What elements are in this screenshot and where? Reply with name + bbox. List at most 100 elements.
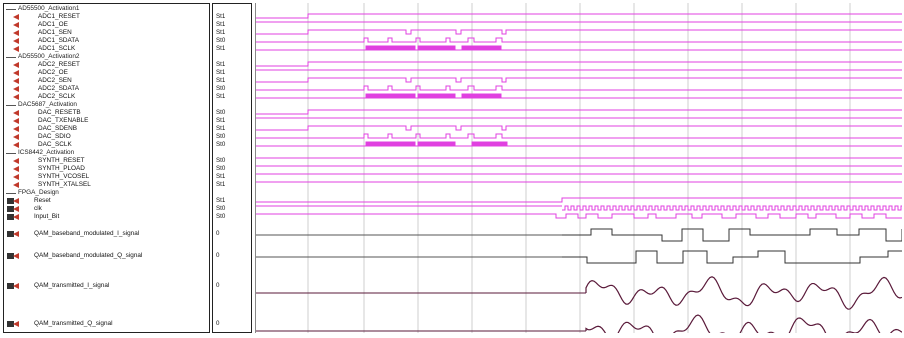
signal-value: St1	[216, 117, 226, 124]
signal-arrow-icon	[13, 198, 19, 204]
signal-arrow-icon	[13, 142, 19, 148]
signal-value: St1	[216, 21, 226, 28]
group-divider	[6, 105, 16, 106]
signal-value: St1	[216, 45, 226, 52]
group-label: AD55500_Activation2	[18, 53, 80, 60]
signal-name: SYNTH_PLOAD	[38, 165, 85, 172]
expand-box-icon	[7, 283, 14, 289]
signal-name: DAC_TXENABLE	[38, 117, 89, 124]
signal-arrow-icon	[13, 126, 19, 132]
signal-arrow-icon	[13, 46, 19, 52]
signal-waveform	[256, 125, 902, 131]
expand-box-icon	[7, 253, 14, 259]
group-label: FPGA_Design	[18, 189, 59, 196]
signal-arrow-icon	[13, 182, 19, 188]
signal-arrow-icon	[13, 174, 19, 180]
signal-arrow-icon	[13, 30, 19, 36]
signal-value: St1	[216, 61, 226, 68]
clock-burst	[417, 93, 456, 99]
signal-waveform	[562, 205, 904, 211]
signal-arrow-icon	[13, 166, 19, 172]
clock-burst	[471, 141, 508, 147]
signal-name: ADC2_RESET	[38, 61, 80, 68]
signal-value: St1	[216, 181, 226, 188]
clock-burst	[461, 45, 502, 51]
signal-waveform	[256, 213, 902, 219]
signal-value: St1	[216, 93, 226, 100]
bus-value: 0	[216, 252, 220, 259]
signal-value: St0	[216, 141, 226, 148]
signal-arrow-icon	[13, 321, 19, 327]
bus-value: 0	[216, 230, 220, 237]
bus-name: QAM_transmitted_Q_signal	[34, 320, 113, 327]
signal-waveform	[256, 85, 902, 91]
signal-arrow-icon	[13, 78, 19, 84]
signal-waveform	[256, 109, 902, 115]
signal-value: St0	[216, 37, 226, 44]
clock-burst	[417, 45, 456, 51]
signal-arrow-icon	[13, 22, 19, 28]
analog-trace	[585, 314, 903, 338]
signal-name: DAC_RESETB	[38, 109, 81, 116]
signal-name: Input_Bit	[34, 213, 60, 220]
signal-name: DAC_SDIO	[38, 133, 71, 140]
group-divider	[6, 57, 16, 58]
signal-value-panel: St1 St1 St1 St0 St1 St1 St1 St1 St0 St1 St0 St1 St1 S…	[212, 3, 252, 333]
group-label: AD55500_Activation1	[18, 5, 80, 12]
group-label: DAC5687_Activation	[18, 101, 77, 108]
signal-arrow-icon	[13, 206, 19, 212]
expand-box-icon	[7, 231, 14, 237]
clock-burst	[461, 93, 502, 99]
waveform-panel	[255, 3, 904, 338]
signal-arrow-icon	[13, 86, 19, 92]
signal-waveform	[256, 13, 902, 19]
group-label: ICS8442_Activation	[18, 149, 75, 156]
signal-name: ADC1_RESET	[38, 13, 80, 20]
signal-value: St1	[216, 125, 226, 132]
signal-arrow-icon	[13, 214, 19, 220]
signal-value: St1	[216, 77, 226, 84]
group-divider	[6, 153, 16, 154]
signal-arrow-icon	[13, 253, 19, 259]
signal-waveform	[256, 29, 902, 35]
clock-burst	[365, 93, 416, 99]
signal-name: ADC2_SDATA	[38, 85, 79, 92]
signal-value: St0	[216, 133, 226, 140]
signal-value: St0	[216, 205, 226, 212]
signal-name: ADC1_SEN	[38, 29, 72, 36]
signal-name: Reset	[34, 197, 51, 204]
signal-value: St0	[216, 213, 226, 220]
bus-name: QAM_baseband_modulated_Q_signal	[34, 252, 143, 259]
signal-waveform	[256, 61, 902, 67]
signal-value: St0	[216, 85, 226, 92]
signal-name: ADC1_SDATA	[38, 37, 79, 44]
signal-arrow-icon	[13, 283, 19, 289]
signal-name: ADC1_SCLK	[38, 45, 76, 52]
signal-value: St1	[216, 197, 226, 204]
signal-value: St1	[216, 29, 226, 36]
signal-name: DAC_SCLK	[38, 141, 72, 148]
group-divider	[6, 193, 16, 194]
signal-arrow-icon	[13, 231, 19, 237]
group-divider	[6, 9, 16, 10]
signal-arrow-icon	[13, 70, 19, 76]
bus-name: QAM_transmitted_I_signal	[34, 282, 110, 289]
signal-name: SYNTH_RESET	[38, 157, 85, 164]
analog-trace	[585, 276, 903, 310]
expand-box-icon	[7, 321, 14, 327]
signal-arrow-icon	[13, 14, 19, 20]
bus-step-trace	[562, 250, 902, 264]
signal-arrow-icon	[13, 110, 19, 116]
signal-value: St0	[216, 157, 226, 164]
signal-waveform	[256, 77, 902, 83]
signal-waveform	[256, 37, 902, 43]
signal-name: ADC1_OE	[38, 21, 68, 28]
signal-name: ADC2_SEN	[38, 77, 72, 84]
signal-name: SYNTH_VCOSEL	[38, 173, 90, 180]
signal-value: St1	[216, 13, 226, 20]
expand-box-icon	[7, 206, 14, 212]
signal-name: DAC_SDENB	[38, 125, 78, 132]
bus-value: 0	[216, 282, 220, 289]
signal-value: St1	[216, 173, 226, 180]
signal-arrow-icon	[13, 134, 19, 140]
